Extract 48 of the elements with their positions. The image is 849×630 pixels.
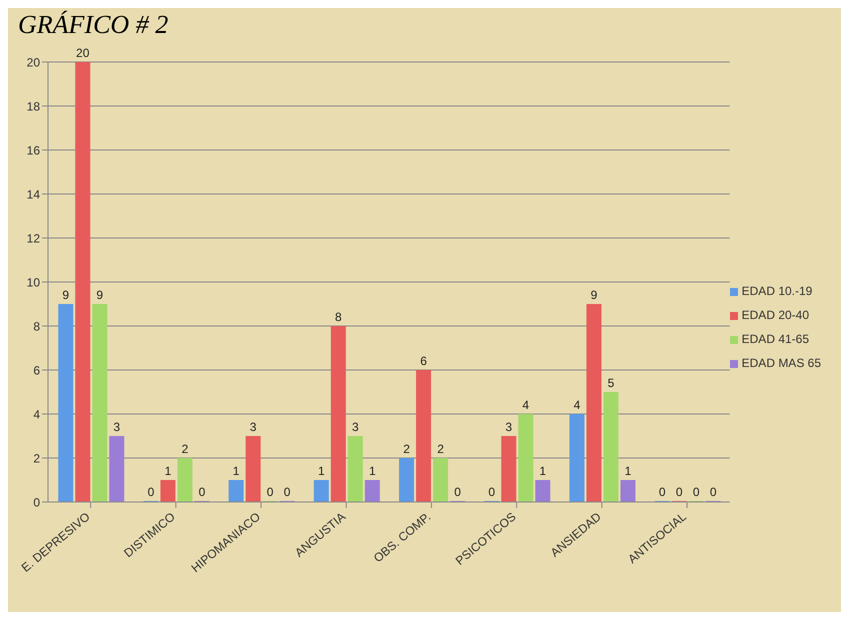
data-label: 2 [437,442,444,456]
y-tick-label: 10 [26,275,40,290]
data-label: 1 [624,464,632,478]
data-label: 3 [505,420,512,434]
data-label: 2 [182,442,189,456]
data-label: 9 [96,288,104,302]
y-tick-label: 12 [26,231,40,246]
y-tick-label: 6 [33,363,40,378]
data-label: 2 [403,442,410,456]
y-tick-label: 20 [26,55,40,70]
data-label: 0 [454,485,462,499]
data-label: 0 [676,485,683,499]
data-label: 0 [658,485,666,499]
y-tick-label: 16 [26,143,40,158]
legend-label: EDAD MAS 65 [742,356,821,370]
y-tick-label: 18 [26,99,40,114]
data-label: 0 [148,485,155,499]
data-label: 0 [488,485,496,499]
data-label: 1 [318,464,325,478]
y-tick-label: 8 [33,319,40,334]
y-tick-label: 2 [33,451,40,466]
y-tick-label: 0 [33,495,40,510]
data-label: 4 [574,398,581,412]
chart-title: GRÁFICO # 2 [17,9,170,41]
data-label: 1 [164,464,172,478]
data-label: 0 [266,485,274,499]
data-label: 0 [284,485,291,499]
data-label: 3 [113,420,120,434]
data-label: 1 [539,464,546,478]
data-label: 20 [76,46,90,60]
data-label: 9 [62,288,70,302]
data-label: 3 [352,420,359,434]
data-label: 4 [522,398,530,412]
data-label: 5 [608,376,615,390]
legend-label: EDAD 41-65 [742,332,810,346]
data-label: 1 [368,464,376,478]
data-label: 3 [250,420,257,434]
data-label: 6 [420,354,428,368]
data-label: 1 [232,464,240,478]
data-label: 0 [710,485,717,499]
data-label: 8 [334,310,342,324]
y-tick-label: 14 [26,187,40,202]
y-tick-label: 4 [33,407,40,422]
legend-label: EDAD 10.-19 [742,284,812,298]
data-label: 0 [692,485,700,499]
data-label: 9 [590,288,598,302]
legend-label: EDAD 20-40 [742,308,810,322]
data-label: 0 [198,485,206,499]
